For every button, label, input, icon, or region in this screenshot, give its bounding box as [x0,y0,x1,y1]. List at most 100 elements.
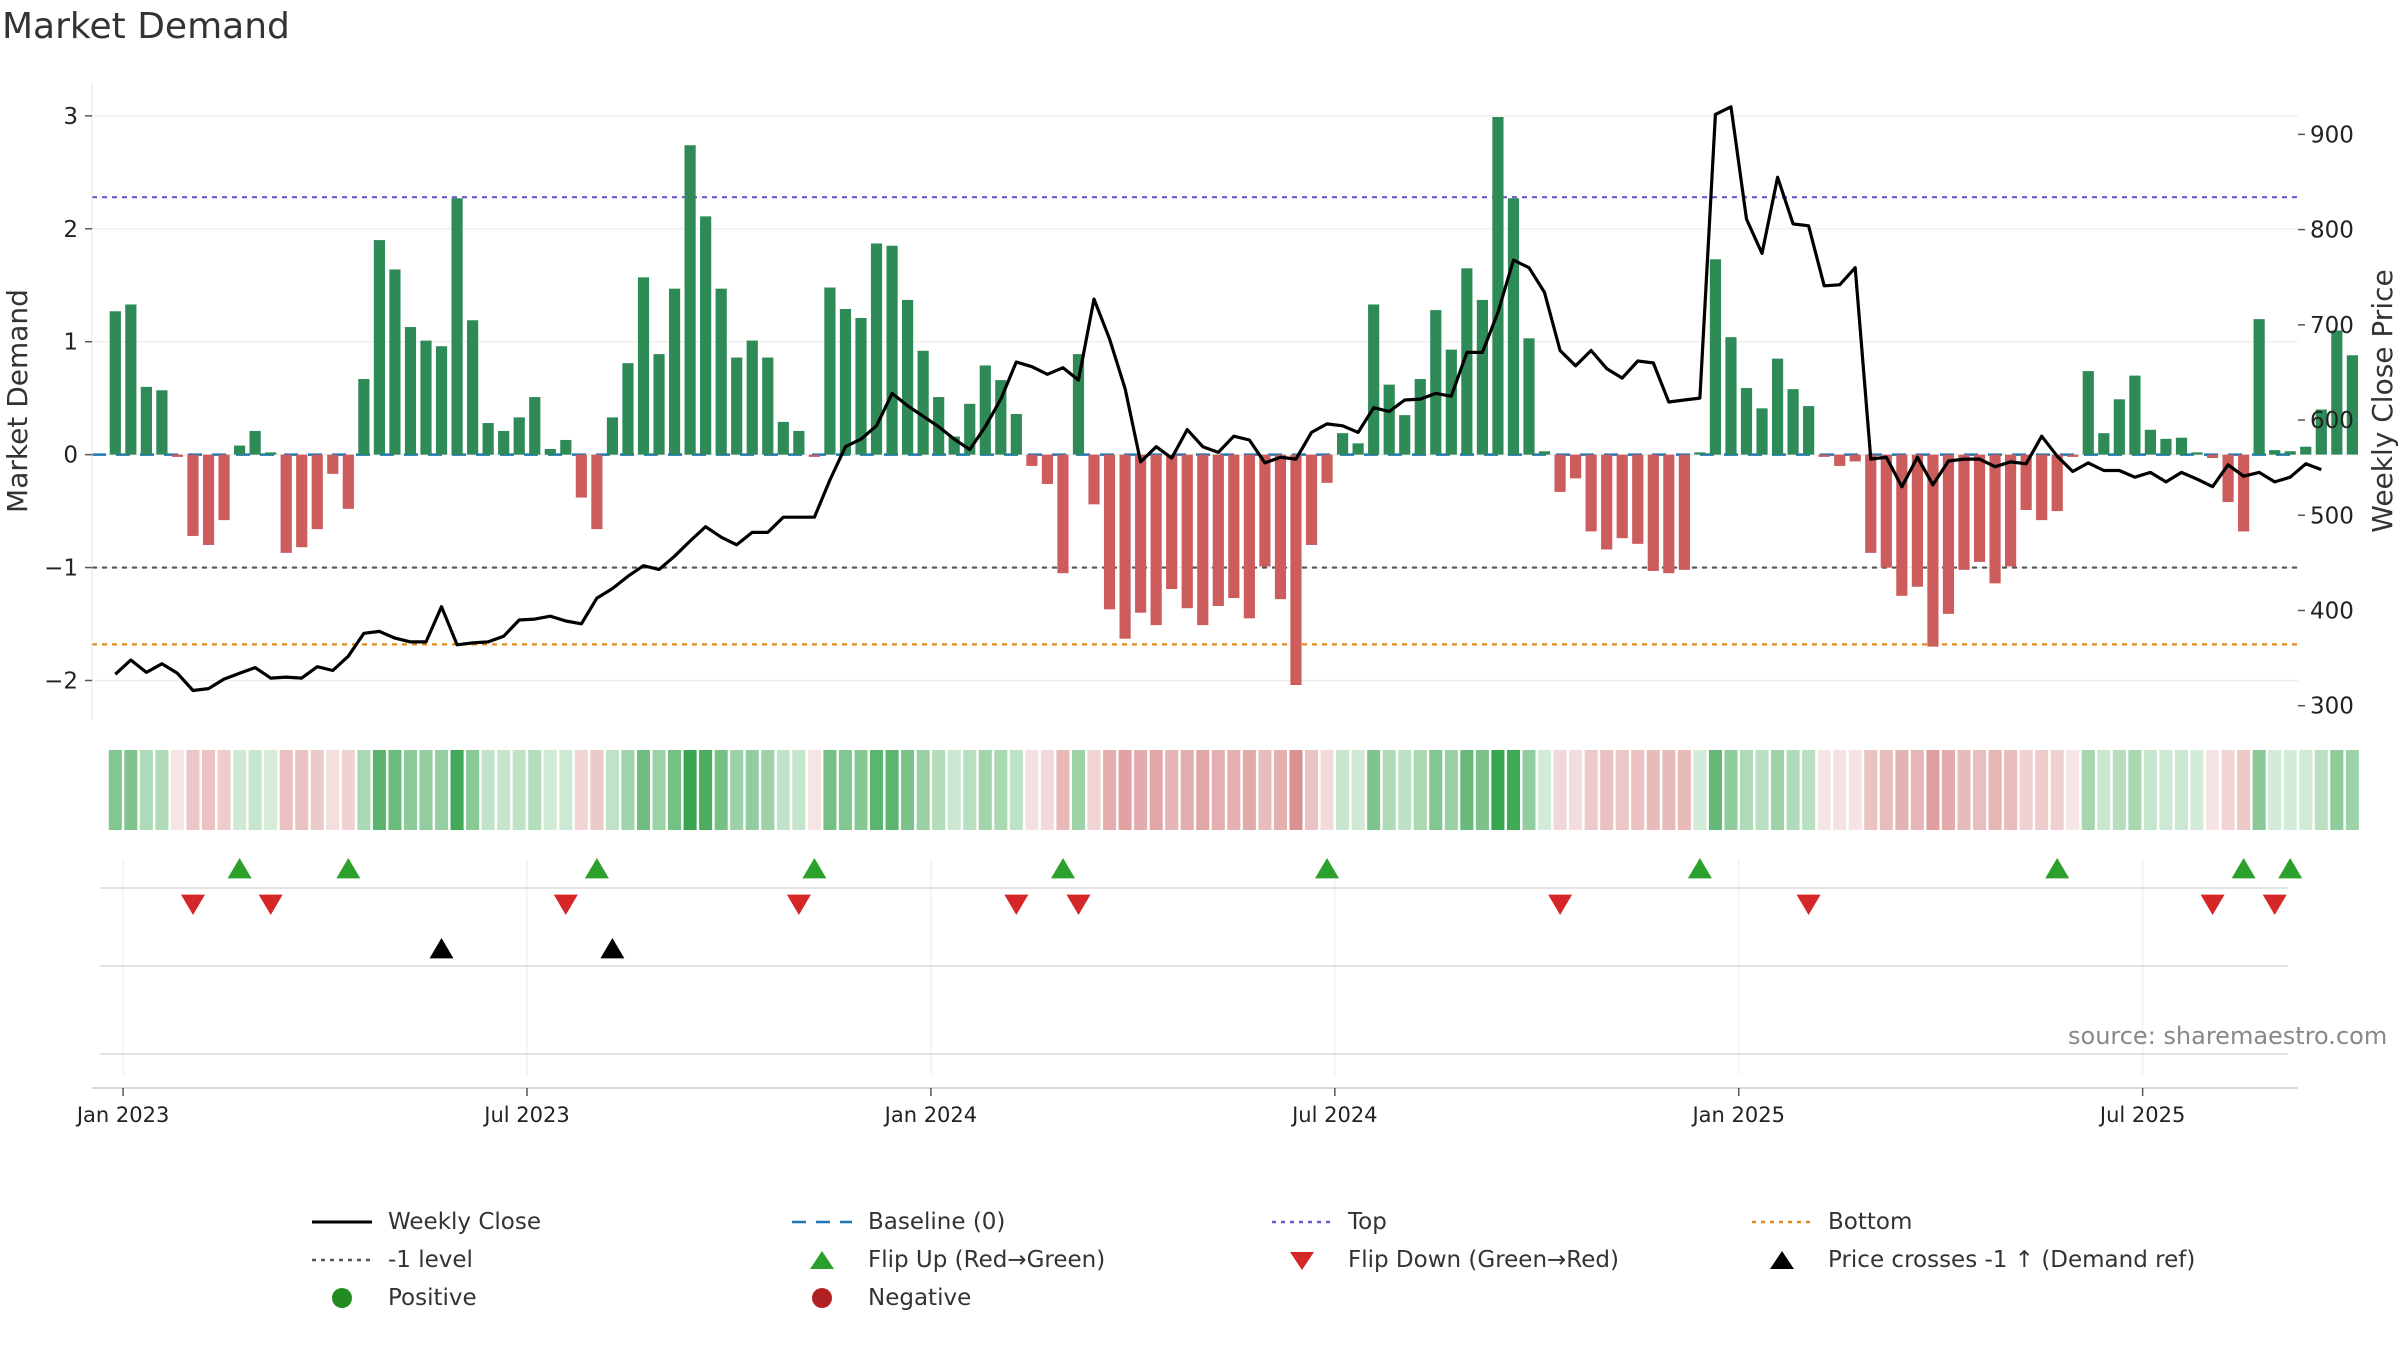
negative-dot-icon [790,1283,854,1313]
demand-bar [824,287,836,455]
demand-bar [1570,454,1582,479]
demand-bar [1290,454,1302,685]
demand-bar [870,243,883,455]
heat-cell [310,750,324,830]
heat-cell [186,750,200,830]
heat-cell [2174,750,2189,830]
heat-cell [403,750,417,830]
flip-up-marker [2278,858,2303,879]
heat-cell [2128,750,2142,830]
heat-cell [1196,750,1210,830]
demand-bar [342,454,354,509]
heat-cell [605,750,619,830]
demand-bar [1181,454,1193,609]
demand-bar [2005,454,2017,567]
demand-bar [1492,117,1504,455]
flip-up-marker [584,858,609,879]
flip-up-marker [1315,858,1339,879]
demand-bar [560,439,572,455]
demand-bar [2269,450,2281,455]
heat-cell [1646,750,1660,830]
source-note: source: sharemaestro.com [2068,1022,2388,1050]
x-tick-label: Jul 2023 [482,1103,569,1127]
heat-cell [1336,750,1350,830]
heat-cell [730,750,744,830]
heat-cell [1677,750,1691,830]
top-swatch [1270,1207,1334,1237]
flip-up-icon [790,1245,854,1275]
heat-cell [2345,750,2359,830]
y-tick-label: 2 [63,217,78,243]
demand-bar [2129,375,2141,455]
demand-bar [140,386,152,455]
demand-bar [1026,454,1038,466]
demand-bar [2082,371,2094,455]
heat-cell [854,750,868,830]
legend-item-baseline: Baseline (0) [790,1205,1005,1239]
heat-cell [1538,750,1552,830]
heat-cell [2190,750,2204,830]
heat-cell [1304,750,1319,830]
heat-cell [170,750,184,830]
heat-cell [1367,750,1381,830]
heat-cell [248,750,262,830]
demand-bar [1523,338,1535,455]
heat-cell [1211,750,1225,830]
heat-cell [668,750,682,830]
demand-bar [1305,454,1318,545]
heat-cell [621,750,635,830]
demand-bar [2253,319,2265,455]
heat-cell [1584,750,1598,830]
demand-bar [1942,454,1955,614]
heat-cell [1973,750,1987,830]
legend-label: Positive [388,1285,477,1311]
heat-cell [419,750,433,830]
heat-cell [388,750,402,830]
heat-cell [978,750,992,830]
demand-bar [467,320,479,455]
demand-bar [1694,452,1706,455]
demand-bar [902,299,914,455]
demand-bar [156,390,168,455]
heat-cell [776,750,790,830]
demand-bar [1880,454,1892,568]
demand-bar [1212,454,1224,606]
demand-bar [622,363,634,455]
flip-up-marker [336,858,361,879]
heat-cell [1864,750,1878,830]
heat-cell [1040,750,1054,830]
heat-cell [1320,750,1334,830]
heat-cell [1926,750,1940,830]
legend-item-flip-down: Flip Down (Green→Red) [1270,1243,1619,1277]
demand-bar [1259,454,1271,567]
demand-bar [1989,454,2001,584]
demand-bar [793,430,805,455]
demand-bar [249,430,261,455]
heat-cell [139,750,153,830]
heat-cell [155,750,169,830]
demand-bar [1399,415,1411,455]
demand-bar [327,454,339,474]
heat-cell [2143,750,2157,830]
x-axis: Jan 2023 Jul 2023 Jan 2024 Jul 2024 Jan 2025… [75,1087,2298,1127]
heat-cell [1755,750,1769,830]
heat-cell [1165,750,1179,830]
demand-bar [2300,446,2312,455]
demand-bar [2144,429,2157,455]
demand-bar [2222,454,2234,503]
heat-cell [1382,750,1396,830]
heat-cell [1631,750,1645,830]
heat-cell [512,750,526,830]
heat-cell [2019,750,2033,830]
heat-cell [1522,750,1536,830]
flip-down-icon [1270,1245,1334,1275]
flip-down-marker [2200,894,2225,915]
demand-bar [715,288,727,455]
demand-bar [1663,454,1675,574]
y-tick-label: 3 [63,104,78,130]
demand-bar [731,357,743,455]
demand-bar [995,380,1007,455]
demand-bar [1896,454,1908,596]
level-lines [92,196,2298,646]
demand-bar [296,454,308,548]
